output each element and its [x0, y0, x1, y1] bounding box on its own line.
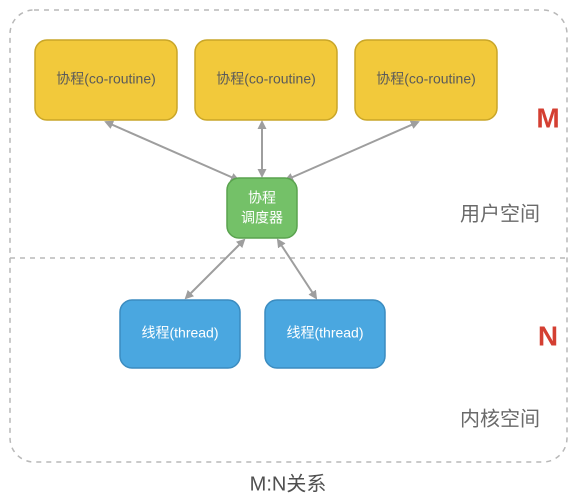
- thread-node-1: 线程(thread): [120, 300, 240, 368]
- coroutine-node-1: 协程(co-routine): [35, 40, 177, 120]
- edge-4: [278, 240, 316, 298]
- label-m: M: [536, 102, 559, 133]
- label-user-space: 用户空间: [460, 202, 540, 225]
- coroutine-node-1-label: 协程(co-routine): [56, 71, 156, 87]
- label-n: N: [538, 320, 558, 351]
- scheduler-node: 协程调度器: [227, 178, 297, 238]
- coroutine-node-3-label: 协程(co-routine): [376, 71, 476, 87]
- thread-node-1-label: 线程(thread): [141, 325, 218, 341]
- edge-3: [186, 240, 244, 298]
- label-kernel-space: 内核空间: [460, 407, 540, 430]
- coroutine-node-3: 协程(co-routine): [355, 40, 497, 120]
- label-caption: M:N关系: [250, 472, 327, 495]
- coroutine-node-2-label: 协程(co-routine): [216, 71, 316, 87]
- thread-node-2: 线程(thread): [265, 300, 385, 368]
- coroutine-node-2: 协程(co-routine): [195, 40, 337, 120]
- thread-node-2-label: 线程(thread): [286, 325, 363, 341]
- edge-2: [286, 122, 418, 180]
- scheduler-node-label2: 调度器: [241, 210, 283, 226]
- edge-0: [106, 122, 238, 180]
- scheduler-node-label1: 协程: [248, 190, 276, 206]
